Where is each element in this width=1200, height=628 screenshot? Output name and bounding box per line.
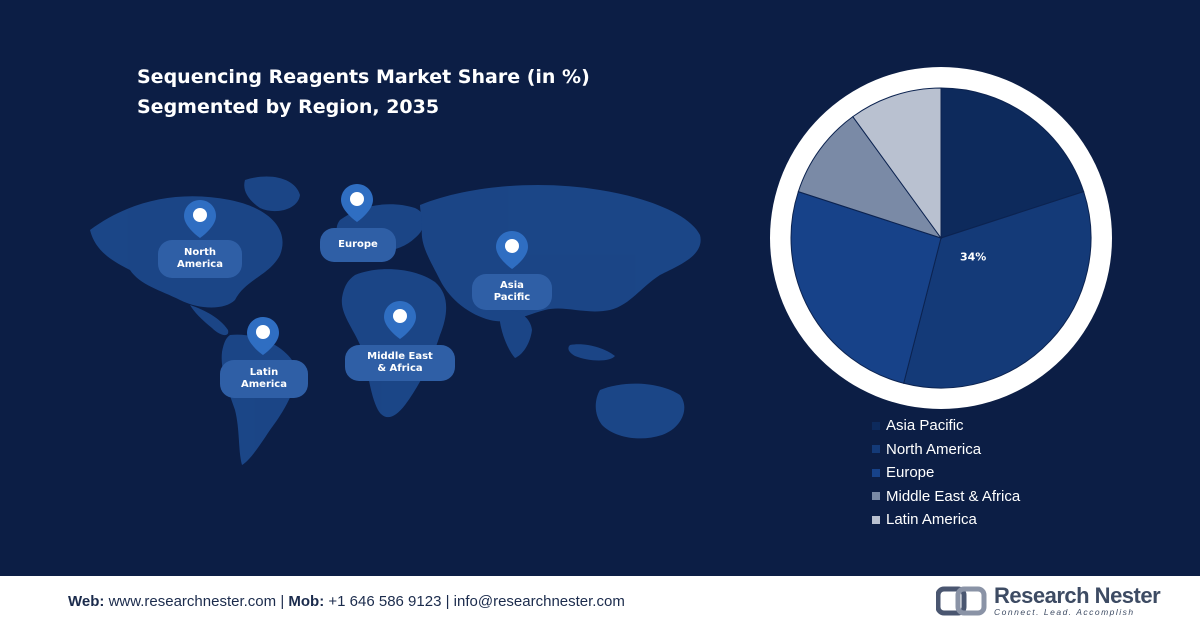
pie-slice-europe: [790, 191, 942, 384]
legend-item: Middle East & Africa: [872, 485, 1020, 509]
separator: |: [280, 593, 285, 610]
legend-label: Asia Pacific: [886, 417, 964, 435]
legend-label: North America: [886, 440, 982, 458]
pie-slice-latin-america: [852, 87, 942, 240]
legend-item: Asia Pacific: [872, 414, 1020, 438]
web-label: Web:: [68, 593, 105, 610]
legend-label: Latin America: [886, 511, 977, 529]
legend-swatch: [872, 492, 880, 501]
location-pin-icon: [184, 200, 216, 238]
legend-swatch: [872, 468, 880, 477]
separator: |: [445, 593, 450, 610]
location-pin-icon: [247, 317, 279, 355]
location-pin-icon: [384, 301, 416, 339]
pie-data-label: 34%: [960, 250, 986, 263]
footer: Web: www.researchnester.com | Mob: +1 64…: [0, 576, 1200, 628]
region-label-middle-east-africa: Middle East & Africa: [345, 345, 455, 381]
hero-panel: Sequencing Reagents Market Share (in %) …: [0, 0, 1200, 576]
phone-number[interactable]: +1 646 586 9123: [328, 593, 442, 610]
location-pin-icon: [341, 184, 373, 222]
research-nester-logo-icon: [936, 586, 987, 616]
brand-logo: Research Nester Connect. Lead. Accomplis…: [936, 583, 1161, 617]
pie-slice-asia-pacific: [940, 87, 1085, 239]
location-pin-icon: [496, 231, 528, 269]
region-label-north-america: North America: [158, 240, 242, 278]
legend-label: Europe: [886, 464, 935, 482]
chart-title: Sequencing Reagents Market Share (in %) …: [137, 62, 590, 122]
web-link[interactable]: www.researchnester.com: [108, 593, 277, 610]
legend-item: Europe: [872, 461, 1020, 485]
contact-info: Web: www.researchnester.com | Mob: +1 64…: [68, 593, 625, 610]
pie-chart: 34%: [770, 67, 1112, 409]
pie-slice-north-america: [903, 191, 1092, 389]
legend-label: Middle East & Africa: [886, 487, 1021, 505]
email-link[interactable]: info@researchnester.com: [453, 593, 625, 610]
title-line-2: Segmented by Region, 2035: [137, 96, 440, 118]
legend-swatch: [872, 421, 880, 430]
legend-swatch: [872, 515, 880, 524]
mob-label: Mob:: [288, 593, 325, 610]
region-label-asia-pacific: Asia Pacific: [472, 274, 552, 310]
legend-swatch: [872, 445, 880, 454]
chart-legend: Asia Pacific North America Europe Middle Ea…: [872, 414, 1020, 532]
title-line-1: Sequencing Reagents Market Share (in %): [137, 66, 590, 88]
brand-name: Research Nester: [994, 583, 1161, 608]
pie-slice-middle-east-africa: [797, 115, 943, 239]
legend-item: Latin America: [872, 508, 1020, 532]
region-label-latin-america: Latin America: [220, 360, 308, 398]
legend-item: North America: [872, 438, 1020, 462]
brand-tagline: Connect. Lead. Accomplish: [994, 607, 1135, 617]
region-label-europe: Europe: [320, 228, 396, 262]
